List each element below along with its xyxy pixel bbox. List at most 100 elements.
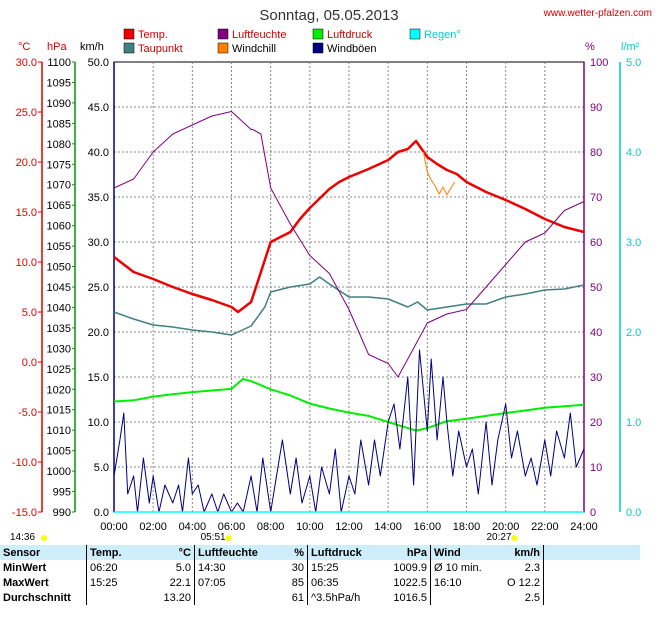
temp-tick-label: 5.0 (22, 307, 37, 319)
stats-header-temp: Temp. (86, 545, 143, 560)
temp-tick-label: 15.0 (16, 207, 37, 219)
stats-wind-label: Ø 10 min. (430, 560, 492, 575)
wind-tick-label: 45.0 (88, 102, 109, 114)
temp-tick-label: 0.0 (22, 357, 37, 369)
stats-press-time: 15:25 (307, 560, 379, 575)
stats-table: Sensor Temp. °C Luftfeuchte % Luftdruck … (0, 545, 658, 620)
rain-tick-label: 1.0 (626, 417, 641, 429)
source-label: www.wetter-pfalzen.com (543, 8, 652, 19)
chart-title: Sonntag, 05.05.2013 (259, 7, 398, 24)
stats-press-value: 1009.9 (393, 561, 427, 574)
x-tick-label: 02:00 (139, 521, 167, 533)
series-line (113, 139, 585, 314)
stats-spacer (543, 575, 640, 590)
legend-swatch (217, 42, 229, 54)
stats-hum-value: 61 (291, 591, 304, 604)
stats-press-value: 1016.5 (393, 591, 427, 604)
pressure-tick-label: 1005 (47, 446, 71, 458)
x-tick-label: 12:00 (335, 521, 363, 533)
legend-label: Windböen (327, 43, 377, 55)
stats-temp-value: 22.1 (169, 576, 191, 589)
stats-hum-time (194, 590, 271, 605)
stats-row-label: MinWert (3, 561, 47, 574)
legend-label: Taupunkt (138, 43, 183, 55)
x-tick-label: 10:00 (296, 521, 324, 533)
legend-label: Luftdruck (327, 29, 373, 41)
x-tick-label: 14:00 (374, 521, 402, 533)
x-tick-label: 04:00 (179, 521, 207, 533)
pressure-tick-label: 1085 (47, 118, 71, 130)
sun-marker-label: 05:51 (201, 532, 226, 543)
humidity-unit-label: % (585, 41, 595, 53)
stats-temp-value: 5.0 (175, 561, 191, 574)
stats-row-label: MaxWert (3, 576, 49, 589)
stats-wind-value: 2.5 (524, 591, 540, 604)
legend-swatch (123, 28, 135, 40)
x-tick-label: 16:00 (414, 521, 442, 533)
pressure-tick-label: 1000 (47, 466, 71, 478)
stats-header-press-unit: hPa (379, 545, 431, 560)
wind-tick-label: 30.0 (88, 237, 109, 249)
stats-hum-time: 07:05 (194, 575, 271, 590)
stats-hum-value: 30 (291, 561, 304, 574)
stats-temp-time: 06:20 (86, 560, 143, 575)
legend-swatch (312, 28, 324, 40)
rain-tick-label: 3.0 (626, 237, 641, 249)
stats-press-value: 1022.5 (393, 576, 427, 589)
stats-header-hum: Luftfeuchte (194, 545, 271, 560)
x-tick-label: 22:00 (531, 521, 559, 533)
sun-marker-dot (41, 535, 47, 541)
stats-temp-value: 13.20 (163, 591, 191, 604)
stats-row-min: MinWert 06:20 5.0 14:30 30 15:25 1009.9 … (0, 560, 640, 575)
pressure-tick-label: 1090 (47, 98, 71, 110)
wind-tick-label: 50.0 (88, 57, 109, 69)
pressure-tick-label: 1075 (47, 159, 71, 171)
rain-tick-label: 4.0 (626, 147, 641, 159)
pressure-tick-label: 1040 (47, 302, 71, 314)
legend-label: Temp. (138, 29, 168, 41)
legend-label: Luftfeuchte (232, 29, 286, 41)
pressure-tick-label: 1010 (47, 425, 71, 437)
pressure-tick-label: 1030 (47, 343, 71, 355)
temp-tick-label: 25.0 (16, 107, 37, 119)
stats-temp-time: 15:25 (86, 575, 143, 590)
x-tick-label: 20:00 (492, 521, 520, 533)
stats-press-time: 06:35 (307, 575, 379, 590)
pressure-tick-label: 1015 (47, 405, 71, 417)
temp-tick-label: -10.0 (12, 457, 37, 469)
pressure-tick-label: 1060 (47, 221, 71, 233)
stats-wind-value: O 12.2 (506, 576, 540, 589)
stats-row-avg: Durchschnitt 13.20 61 ^3.5hPa/h 1016.5 2… (0, 590, 640, 605)
humidity-tick-label: 100 (590, 57, 608, 69)
series-line (422, 151, 456, 196)
stats-header-spacer (543, 545, 640, 560)
humidity-tick-label: 70 (590, 192, 602, 204)
pressure-tick-label: 1080 (47, 139, 71, 151)
temp-tick-label: -15.0 (12, 507, 37, 519)
stats-header-wind: Wind (430, 545, 492, 560)
pressure-tick-label: 990 (53, 507, 71, 519)
wind-tick-label: 35.0 (88, 192, 109, 204)
humidity-tick-label: 30 (590, 372, 602, 384)
pressure-unit-label: hPa (47, 41, 67, 53)
stats-header-hum-unit: % (271, 545, 308, 560)
series-line (113, 378, 585, 432)
wind-tick-label: 15.0 (88, 372, 109, 384)
legend-label: Regen° (424, 29, 461, 41)
stats-header-row: Sensor Temp. °C Luftfeuchte % Luftdruck … (0, 545, 640, 560)
pressure-tick-label: 1050 (47, 262, 71, 274)
pressure-tick-label: 1045 (47, 282, 71, 294)
x-tick-label: 24:00 (570, 521, 598, 533)
humidity-tick-label: 10 (590, 462, 602, 474)
pressure-tick-label: 1055 (47, 241, 71, 253)
temp-tick-label: 30.0 (16, 57, 37, 69)
humidity-tick-label: 20 (590, 417, 602, 429)
legend-label: Windchill (232, 43, 276, 55)
humidity-tick-label: 90 (590, 102, 602, 114)
rain-unit-label: l/m² (621, 41, 640, 53)
temp-unit-label: °C (18, 41, 30, 53)
stats-spacer (543, 590, 640, 605)
humidity-tick-label: 50 (590, 282, 602, 294)
pressure-tick-label: 1100 (47, 57, 71, 69)
stats-wind-label (430, 590, 492, 605)
